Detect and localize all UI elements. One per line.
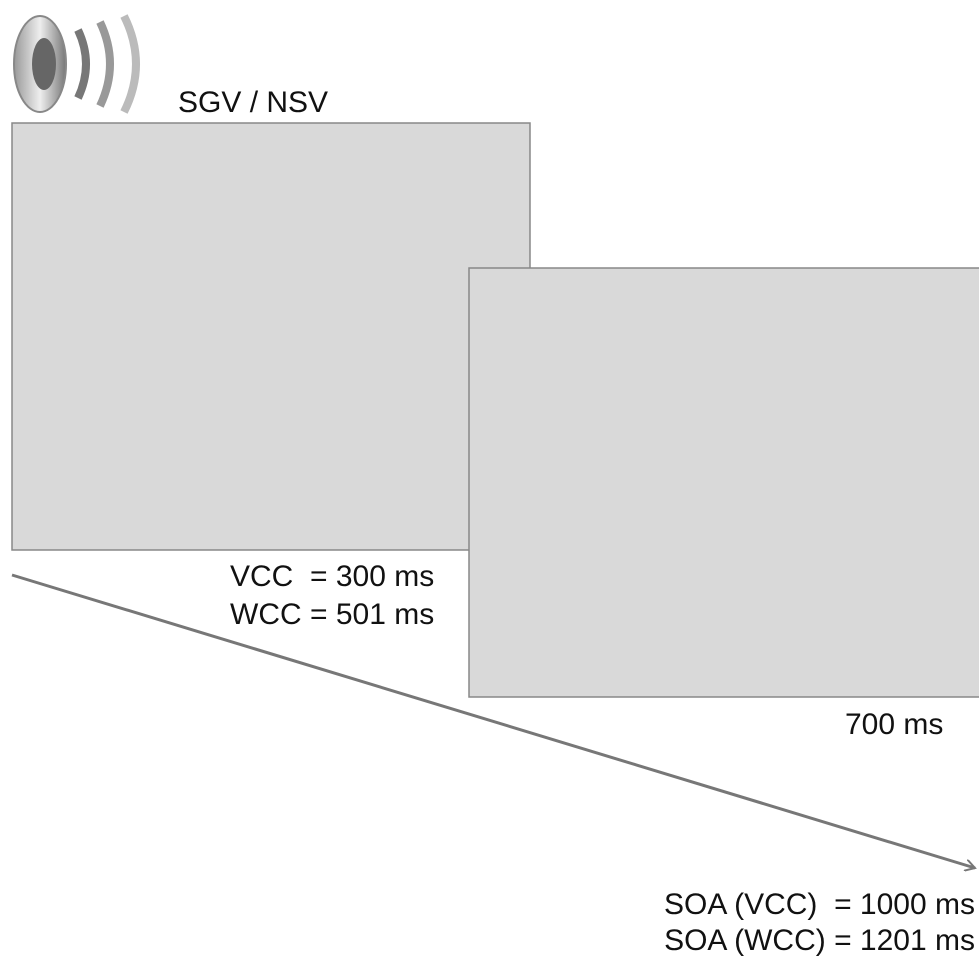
duration-label: VCC = 300 ms <box>230 560 434 593</box>
stimulus-label: SGV / NSV <box>178 86 328 119</box>
duration-label: 700 ms <box>845 708 943 741</box>
time-arrow <box>11 573 975 868</box>
second-frame <box>468 267 979 698</box>
soa-label: SOA (VCC) = 1000 ms <box>664 888 975 921</box>
first-frame <box>11 122 531 551</box>
speaker-icon <box>13 14 140 114</box>
duration-label: WCC = 501 ms <box>230 598 434 631</box>
soa-label: SOA (WCC) = 1201 ms <box>664 924 975 957</box>
